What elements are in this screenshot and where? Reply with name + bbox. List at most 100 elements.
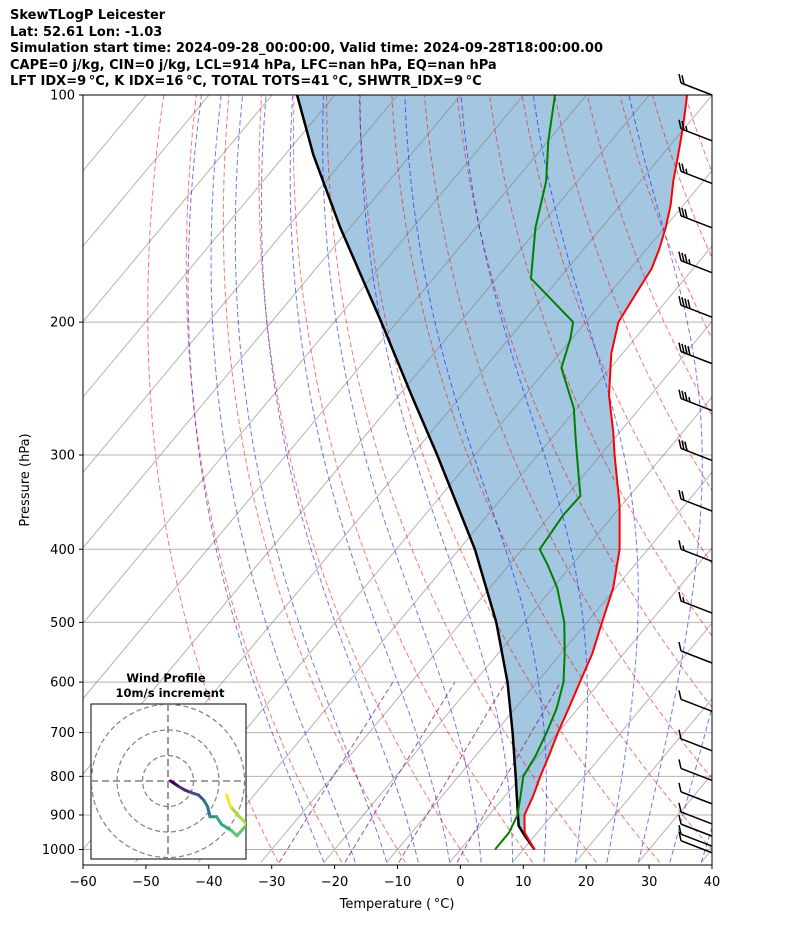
- y-tick-label: 800: [50, 770, 75, 785]
- y-tick-label: 900: [50, 808, 75, 823]
- wind-barb: [678, 162, 713, 185]
- location-coordinates: Lat: 52.61 Lon: -1.03: [10, 24, 163, 40]
- moist-adiabat: [260, 95, 419, 863]
- x-axis-label: Temperature ( °C): [339, 897, 455, 912]
- x-tick-label: −60: [69, 875, 96, 890]
- hodograph-trace-segment: [235, 823, 246, 838]
- wind-barb: [678, 591, 713, 614]
- wind-barb: [678, 489, 713, 512]
- mixing-ratio-line: [344, 681, 456, 863]
- moist-adiabat: [187, 95, 325, 863]
- isotherm-line: [323, 396, 712, 863]
- isotherm-line: [197, 245, 712, 863]
- wind-barb: [678, 296, 713, 318]
- wind-barb: [678, 439, 713, 462]
- x-tick-label: 10: [515, 875, 532, 890]
- dry-adiabat: [326, 95, 597, 863]
- wind-barb: [678, 831, 713, 854]
- chart-title: SkewTLogP Leicester: [10, 8, 166, 23]
- isotherm-line: [260, 320, 712, 863]
- dry-adiabat: [147, 95, 279, 863]
- wind-barb: [678, 206, 713, 229]
- moist-adiabat: [700, 825, 712, 863]
- dewpoint-line: [494, 95, 582, 851]
- wind-barb: [678, 389, 713, 412]
- dry-adiabat: [391, 95, 712, 851]
- wind-barb: [678, 251, 713, 274]
- moist-adiabat: [460, 95, 588, 863]
- dry-adiabat: [358, 95, 661, 863]
- simulation-times: Simulation start time: 2024-09-28_00:00:…: [10, 41, 603, 56]
- moist-adiabat: [210, 95, 356, 863]
- dry-adiabat: [586, 95, 712, 417]
- hodograph-trace-segment: [214, 815, 224, 826]
- hodograph-trace-segment: [237, 815, 246, 826]
- dry-adiabat: [651, 95, 712, 259]
- x-tick-label: 40: [704, 875, 721, 890]
- x-tick-label: 30: [641, 875, 658, 890]
- dry-adiabat: [489, 95, 712, 637]
- hodograph-subtitle: 10m/s increment: [116, 686, 225, 700]
- y-tick-label: 500: [50, 616, 75, 631]
- y-tick-label: 700: [50, 726, 75, 741]
- x-tick-label: −30: [258, 875, 285, 890]
- isotherm-line: [83, 95, 399, 474]
- moist-adiabat: [359, 95, 514, 863]
- dry-adiabat: [293, 95, 534, 863]
- mixing-ratio-line: [398, 681, 507, 863]
- moist-adiabat: [628, 95, 703, 863]
- isotherm-line: [386, 471, 712, 863]
- x-tick-label: 20: [578, 875, 595, 890]
- wind-barb: [678, 759, 713, 782]
- hodograph-trace-segment: [228, 805, 241, 819]
- dry-adiabat: [222, 95, 406, 863]
- dry-adiabat: [750, 95, 794, 862]
- y-tick-label: 200: [50, 316, 75, 331]
- isotherm-line: [83, 95, 587, 700]
- dry-adiabat: [783, 95, 794, 862]
- moist-adiabat: [234, 95, 388, 863]
- hodograph-ring: [91, 704, 246, 859]
- wind-barb: [678, 690, 713, 713]
- hodograph-trace-segment: [225, 793, 232, 808]
- stability-indices-cape: CAPE=0 j/kg, CIN=0 j/kg, LCL=914 hPa, LF…: [10, 57, 497, 73]
- chart-header: SkewTLogP Leicester Lat: 52.61 Lon: -1.0…: [10, 8, 603, 91]
- x-tick-label: −10: [384, 875, 411, 890]
- wind-barb: [678, 641, 713, 664]
- wind-barb: [678, 802, 713, 825]
- dry-adiabat: [258, 95, 470, 863]
- mixing-ratio-line: [456, 681, 562, 863]
- isotherm-line: [512, 622, 712, 863]
- y-tick-label: 400: [50, 543, 75, 558]
- y-axis-label: Pressure (hPa): [18, 433, 33, 526]
- y-tick-label: 1000: [42, 843, 75, 858]
- wind-barb: [678, 782, 713, 805]
- dry-adiabat: [521, 95, 712, 565]
- moist-adiabat: [322, 95, 482, 863]
- isotherm-line: [83, 95, 462, 549]
- x-tick-label: −40: [195, 875, 222, 890]
- x-tick-label: 0: [456, 875, 464, 890]
- y-tick-label: 300: [50, 448, 75, 463]
- cin-shaded-area: [297, 95, 688, 850]
- hodograph-trace-segment: [220, 822, 234, 833]
- wind-barb: [678, 729, 713, 752]
- hodograph-trace-segment: [206, 805, 212, 819]
- parcel-profile-line: [295, 95, 536, 851]
- dry-adiabat: [718, 95, 794, 862]
- wind-barb: [678, 540, 713, 563]
- y-tick-label: 600: [50, 676, 75, 691]
- stability-indices-lifted: LFT IDX=9 °C, K IDX=16 °C, TOTAL TOTS=41…: [10, 74, 482, 89]
- x-tick-label: −20: [321, 875, 348, 890]
- x-tick-label: −50: [132, 875, 159, 890]
- isotherm-line: [83, 95, 273, 323]
- mixing-ratio-line: [278, 681, 394, 863]
- isotherm-line: [83, 95, 336, 398]
- y-tick-label: 100: [50, 89, 75, 104]
- wind-barb: [678, 825, 713, 847]
- isotherm-line: [700, 848, 712, 863]
- isotherm-line: [575, 697, 712, 863]
- temperature-line: [523, 95, 689, 851]
- dry-adiabat: [185, 95, 343, 863]
